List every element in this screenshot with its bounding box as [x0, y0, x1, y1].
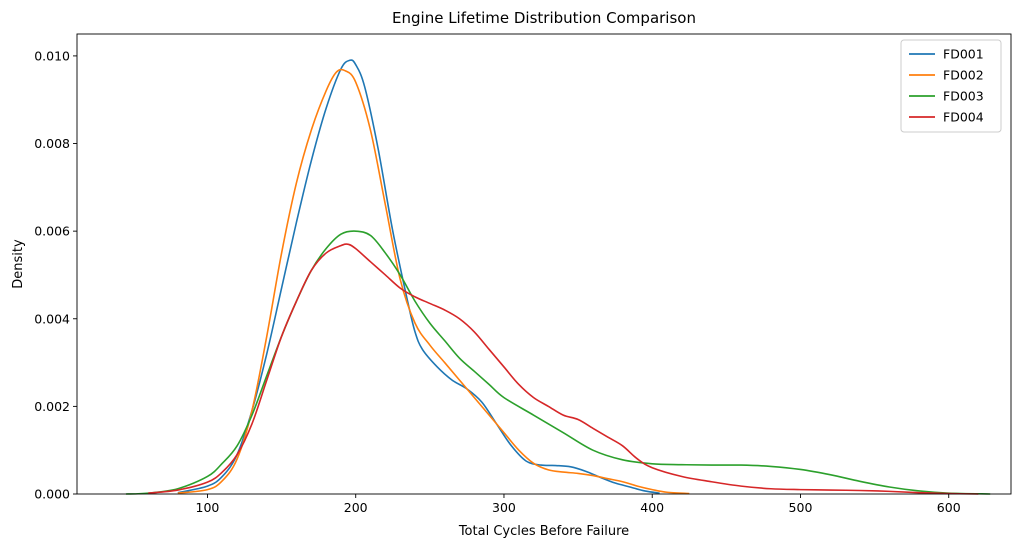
legend: FD001 FD002 FD003 FD004: [900, 39, 1002, 133]
plot-frame: [76, 33, 1012, 495]
y-tick-label: 0.008: [34, 136, 70, 151]
y-tick-label: 0.002: [34, 399, 70, 414]
x-tick-label: 500: [789, 500, 813, 515]
legend-label-fd004: FD004: [943, 110, 984, 125]
y-tick-label: 0.010: [34, 48, 70, 63]
series-line-fd004: [148, 243, 979, 495]
y-tick-label: 0.004: [34, 311, 70, 326]
legend-box: [900, 39, 1002, 133]
x-tick-label: 400: [640, 500, 664, 515]
y-tick-label: 0.000: [34, 487, 70, 502]
series-line-fd001: [177, 59, 660, 494]
y-tick-label: 0.006: [34, 224, 70, 239]
legend-label-fd003: FD003: [943, 89, 984, 104]
y-axis: 0.000 0.002 0.004 0.006 0.008 0.010: [34, 48, 77, 502]
x-axis-label: Total Cycles Before Failure: [458, 524, 629, 539]
x-tick-label: 300: [492, 500, 516, 515]
y-axis-label: Density: [11, 239, 26, 289]
series-line-fd002: [177, 68, 690, 495]
x-tick-label: 200: [344, 500, 368, 515]
x-tick-label: 600: [937, 500, 961, 515]
chart-title: Engine Lifetime Distribution Comparison: [392, 9, 696, 27]
legend-label-fd002: FD002: [943, 68, 984, 83]
x-tick-label: 100: [196, 500, 220, 515]
x-axis: 100 200 300 400 500 600: [196, 494, 961, 515]
legend-label-fd001: FD001: [943, 47, 984, 62]
series-line-fd003: [125, 230, 991, 495]
series-layer: [125, 59, 991, 495]
